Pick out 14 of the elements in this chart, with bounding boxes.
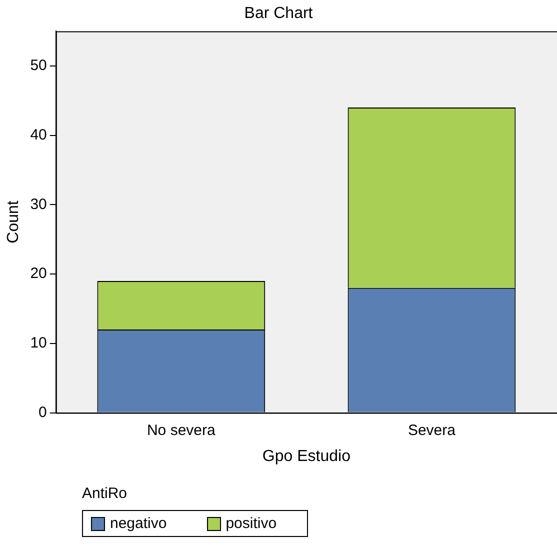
y-tick-label: 0 [38, 404, 47, 421]
legend-title: AntiRo [82, 485, 128, 502]
x-tick-label: No severa [146, 422, 216, 439]
y-axis-title: Count [5, 200, 22, 244]
y-tick-label: 40 [30, 126, 47, 144]
chart-title: Bar Chart [244, 5, 314, 22]
legend-label: positivo [226, 515, 277, 532]
x-axis-title: Gpo Estudio [262, 448, 351, 465]
y-tick-label: 10 [30, 334, 47, 352]
y-tick-label: 30 [30, 196, 47, 213]
legend-label: negativo [110, 515, 167, 532]
y-tick-label: 50 [30, 57, 47, 74]
y-tick-label: 20 [30, 265, 47, 282]
x-tick-label: Severa [408, 422, 456, 439]
